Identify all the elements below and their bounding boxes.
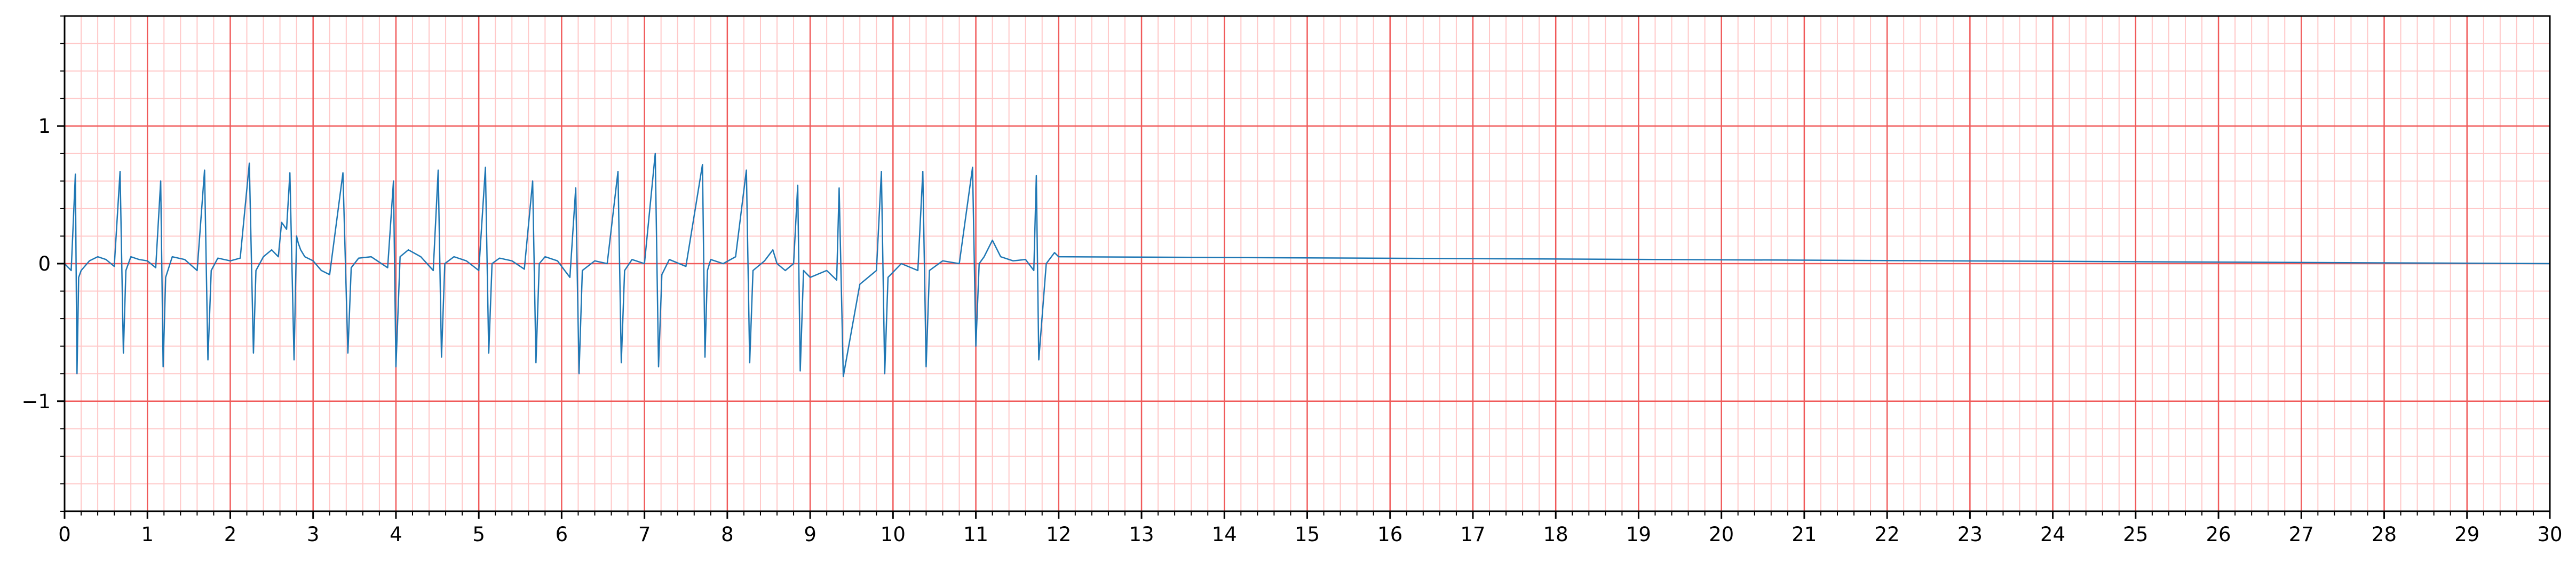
x-tick-label: 16 — [1377, 523, 1402, 546]
ecg-trace-line — [64, 153, 2550, 377]
y-tick-label: −1 — [21, 390, 51, 413]
x-tick-label: 1 — [141, 523, 154, 546]
x-tick-label: 12 — [1046, 523, 1071, 546]
x-tick-label: 25 — [2123, 523, 2148, 546]
x-tick-label: 3 — [307, 523, 320, 546]
x-tick-label: 17 — [1460, 523, 1485, 546]
x-tick-label: 0 — [58, 523, 71, 546]
x-axis: 0 1 2 3 4 5 6 7 8 9 10 11 12 13 14 15 16 17 18 19 20 21 22 23 24… — [58, 511, 2563, 546]
y-tick-label: 0 — [38, 252, 51, 275]
x-tick-label: 4 — [390, 523, 402, 546]
x-tick-label: 2 — [224, 523, 237, 546]
x-tick-label: 18 — [1543, 523, 1568, 546]
x-tick-label: 6 — [556, 523, 568, 546]
x-tick-label: 23 — [1957, 523, 1983, 546]
series-layer — [64, 153, 2550, 377]
x-tick-label: 28 — [2372, 523, 2397, 546]
x-tick-label: 21 — [1792, 523, 1817, 546]
x-tick-label: 10 — [881, 523, 906, 546]
x-tick-label: 26 — [2206, 523, 2231, 546]
x-tick-label: 15 — [1295, 523, 1320, 546]
x-tick-label: 19 — [1626, 523, 1651, 546]
x-tick-label: 9 — [804, 523, 817, 546]
x-tick-label: 13 — [1129, 523, 1154, 546]
x-tick-label: 22 — [1875, 523, 1900, 546]
x-tick-label: 7 — [638, 523, 651, 546]
y-axis: 1 0 −1 — [21, 15, 65, 512]
x-tick-label: 8 — [721, 523, 734, 546]
x-tick-label: 11 — [963, 523, 988, 546]
x-tick-label: 29 — [2454, 523, 2479, 546]
x-tick-label: 24 — [2040, 523, 2065, 546]
x-tick-label: 5 — [472, 523, 485, 546]
x-tick-label: 14 — [1212, 523, 1237, 546]
x-tick-label: 27 — [2289, 523, 2314, 546]
x-tick-label: 30 — [2537, 523, 2562, 546]
y-tick-label: 1 — [38, 115, 51, 138]
x-tick-label: 20 — [1709, 523, 1734, 546]
